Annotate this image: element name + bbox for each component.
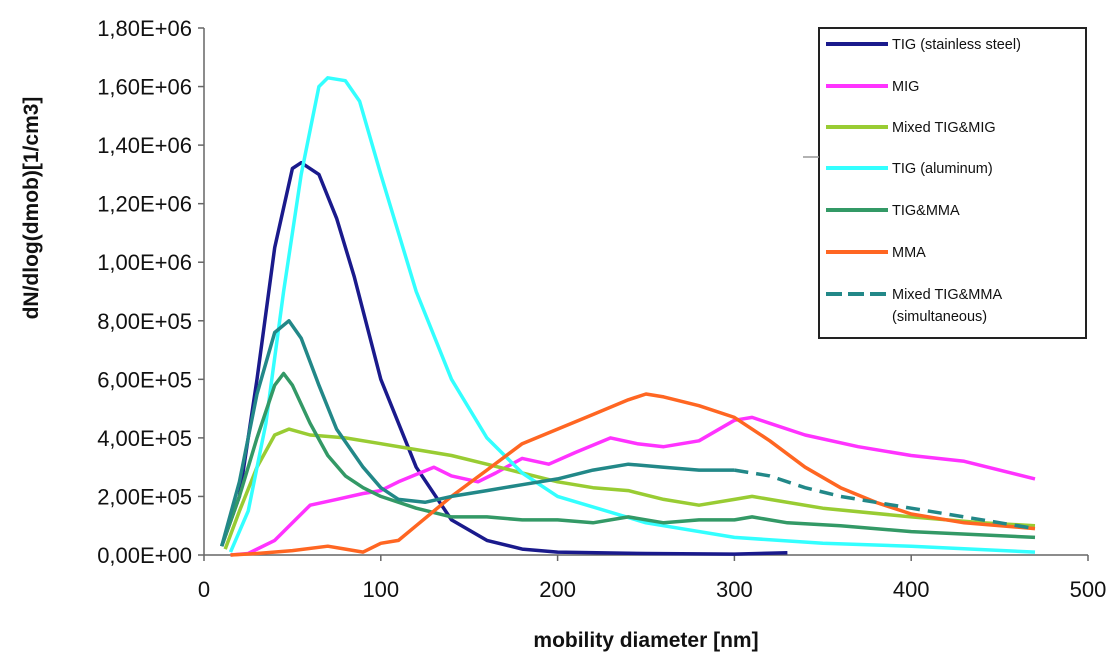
y-tick-label: 6,00E+05 [97,367,192,392]
legend-label: Mixed TIG&MIG [892,120,996,136]
series-1 [220,160,788,556]
x-tick-label: 400 [893,577,930,602]
series-line [223,427,1036,550]
legend-box [818,27,1087,339]
y-tick-label: 1,20E+06 [97,192,192,217]
y-axis-title: dN/dlog(dmob)[1/cm3] [20,97,43,320]
series-2 [230,415,1036,557]
x-tick-label: 500 [1070,577,1107,602]
series-6 [230,392,1036,557]
series-line [220,160,788,556]
x-tick-label: 300 [716,577,753,602]
ticks: 0,00E+00 2,00E+05 4,00E+05 6,00E+05 8,00E+05… [97,16,1106,602]
series-line-dashed [734,468,1036,531]
series-3 [223,427,1036,550]
series-line [230,392,1036,557]
series-7 [220,319,1036,547]
series-line [230,415,1036,557]
legend-label: TIG (stainless steel) [892,37,1021,53]
series-line [220,319,735,547]
y-tick-label: 1,40E+06 [97,133,192,158]
y-tick-label: 1,00E+06 [97,250,192,275]
series-4 [228,76,1036,554]
y-tick-label: 2,00E+05 [97,484,192,509]
legend-label: Mixed TIG&MMA (simultaneous) [892,287,1002,325]
x-tick-label: 200 [539,577,576,602]
x-tick-label: 100 [362,577,399,602]
series-5 [220,371,1036,547]
legend-label: MMA [892,245,926,261]
legend-label: TIG&MMA [892,203,960,219]
y-tick-label: 4,00E+05 [97,426,192,451]
series-layer [220,76,1036,557]
legend-label: MIG [892,79,919,95]
y-tick-label: 8,00E+05 [97,309,192,334]
x-axis-title: mobility diameter [nm] [533,629,758,652]
y-tick-label: 0,00E+00 [97,543,192,568]
y-tick-label: 1,60E+06 [97,75,192,100]
y-tick-label: 1,80E+06 [97,16,192,41]
legend-label: TIG (aluminum) [892,161,993,177]
series-line [228,76,1036,554]
legend: TIG (stainless steel) MIG Mixed TIG&MIG TIG… [803,27,1087,339]
series-line [220,371,1036,547]
x-tick-label: 0 [198,577,210,602]
